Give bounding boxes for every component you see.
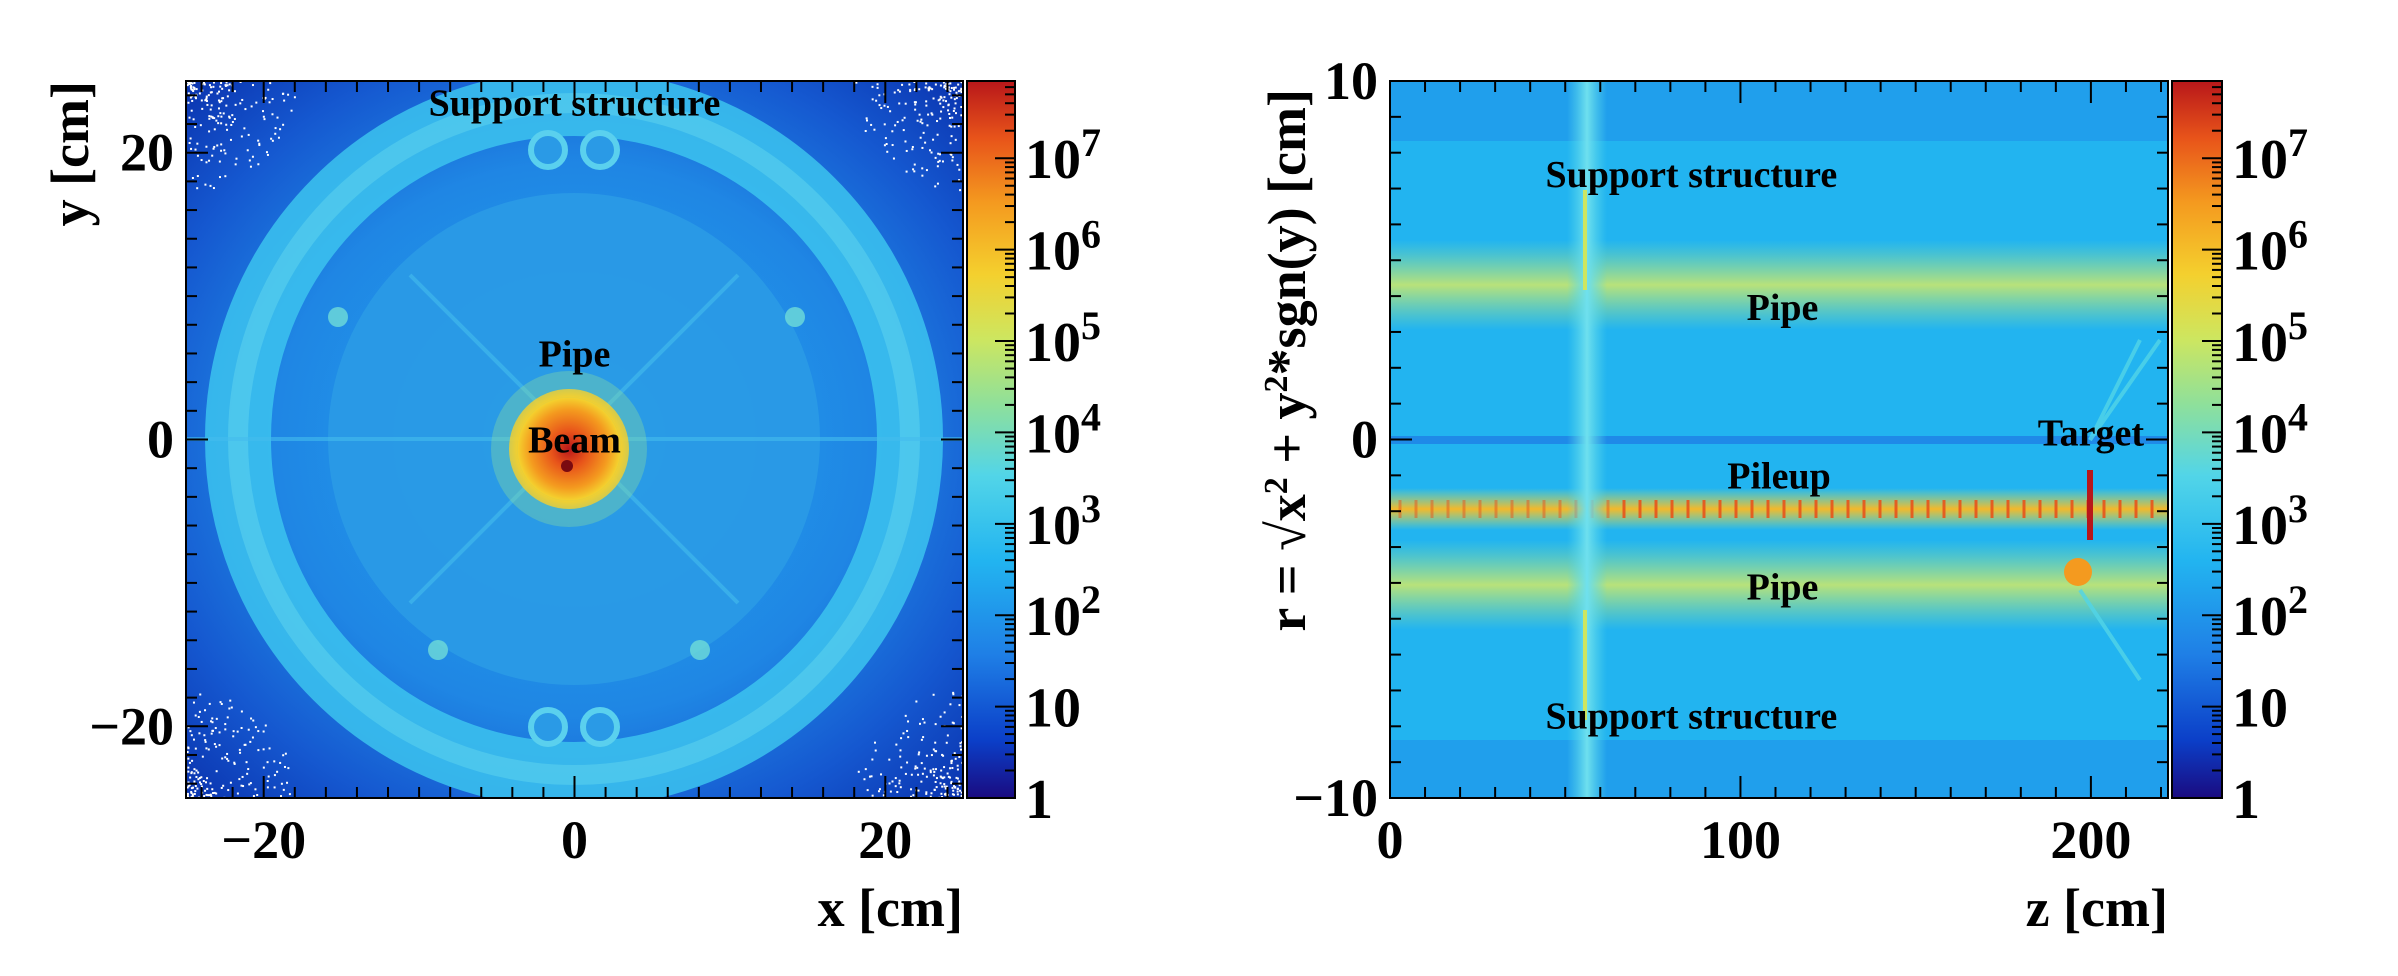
colorbar-label: 103 bbox=[2232, 485, 2308, 557]
annotation: Support structure bbox=[429, 83, 721, 125]
y-tick-label: 0 bbox=[147, 410, 174, 470]
y-tick-label: 0 bbox=[1351, 410, 1378, 470]
colorbar-label: 102 bbox=[2232, 577, 2308, 649]
x-tick-label: 0 bbox=[1377, 810, 1404, 870]
colorbar-label: 104 bbox=[2232, 394, 2308, 466]
x-tick-label: 0 bbox=[561, 810, 588, 870]
y-tick-label: 10 bbox=[1324, 51, 1378, 111]
colorbar-label: 105 bbox=[1025, 303, 1101, 375]
colorbar-label: 106 bbox=[2232, 211, 2308, 283]
y-tick-label: −10 bbox=[1293, 768, 1378, 828]
annotation: Support structure bbox=[1546, 154, 1838, 196]
left-colorbar bbox=[967, 81, 1015, 798]
x-tick-label: −20 bbox=[221, 810, 306, 870]
right-colorbar bbox=[2172, 81, 2222, 798]
target-spot bbox=[2064, 558, 2092, 586]
zero-line bbox=[1390, 436, 2168, 444]
pileup-band bbox=[1390, 488, 2168, 530]
y-tick-label: −20 bbox=[89, 696, 174, 756]
lower-pipe-band bbox=[1390, 540, 2168, 630]
x-tick-label: 200 bbox=[2050, 810, 2131, 870]
colorbar-label: 105 bbox=[2232, 303, 2308, 375]
annotation: Pipe bbox=[1747, 566, 1819, 608]
annotation: Pileup bbox=[1727, 455, 1830, 497]
beam-core bbox=[561, 460, 573, 472]
annotation: Target bbox=[2038, 412, 2145, 454]
colorbar-label: 1 bbox=[2232, 769, 2260, 831]
left-y-axis-label: y [cm] bbox=[40, 81, 100, 226]
colorbar-label: 104 bbox=[1025, 394, 1101, 466]
colorbar-label: 102 bbox=[1025, 577, 1101, 649]
upper-pipe-band bbox=[1390, 240, 2168, 330]
right-heatmap bbox=[1390, 81, 2168, 798]
pipe-wall bbox=[509, 389, 629, 509]
colorbar-label: 107 bbox=[2232, 120, 2308, 192]
right-x-axis-label: z [cm] bbox=[2026, 878, 2168, 938]
colorbar-label: 103 bbox=[1025, 485, 1101, 557]
y-tick-label: 20 bbox=[120, 123, 174, 183]
right-y-axis-label: r = √x2 + y2*sgn(y) [cm] bbox=[1257, 89, 1317, 632]
support-dots bbox=[328, 307, 805, 660]
colorbar-label: 10 bbox=[2232, 678, 2288, 740]
colorbar-label: 106 bbox=[1025, 211, 1101, 283]
support-bumps bbox=[528, 130, 620, 747]
annotation: Pipe bbox=[539, 333, 611, 375]
x-tick-label: 20 bbox=[858, 810, 912, 870]
x-tick-label: 100 bbox=[1700, 810, 1781, 870]
colorbar-label: 107 bbox=[1025, 120, 1101, 192]
left-x-axis-label: x [cm] bbox=[818, 878, 963, 938]
annotation: Beam bbox=[528, 420, 621, 462]
left-heatmap bbox=[186, 81, 963, 798]
colorbar-label: 1 bbox=[1025, 769, 1053, 831]
annotation: Pipe bbox=[1747, 287, 1819, 329]
beam-spot bbox=[509, 389, 629, 509]
annotation: Support structure bbox=[1546, 696, 1838, 738]
colorbar-label: 10 bbox=[1025, 678, 1081, 740]
